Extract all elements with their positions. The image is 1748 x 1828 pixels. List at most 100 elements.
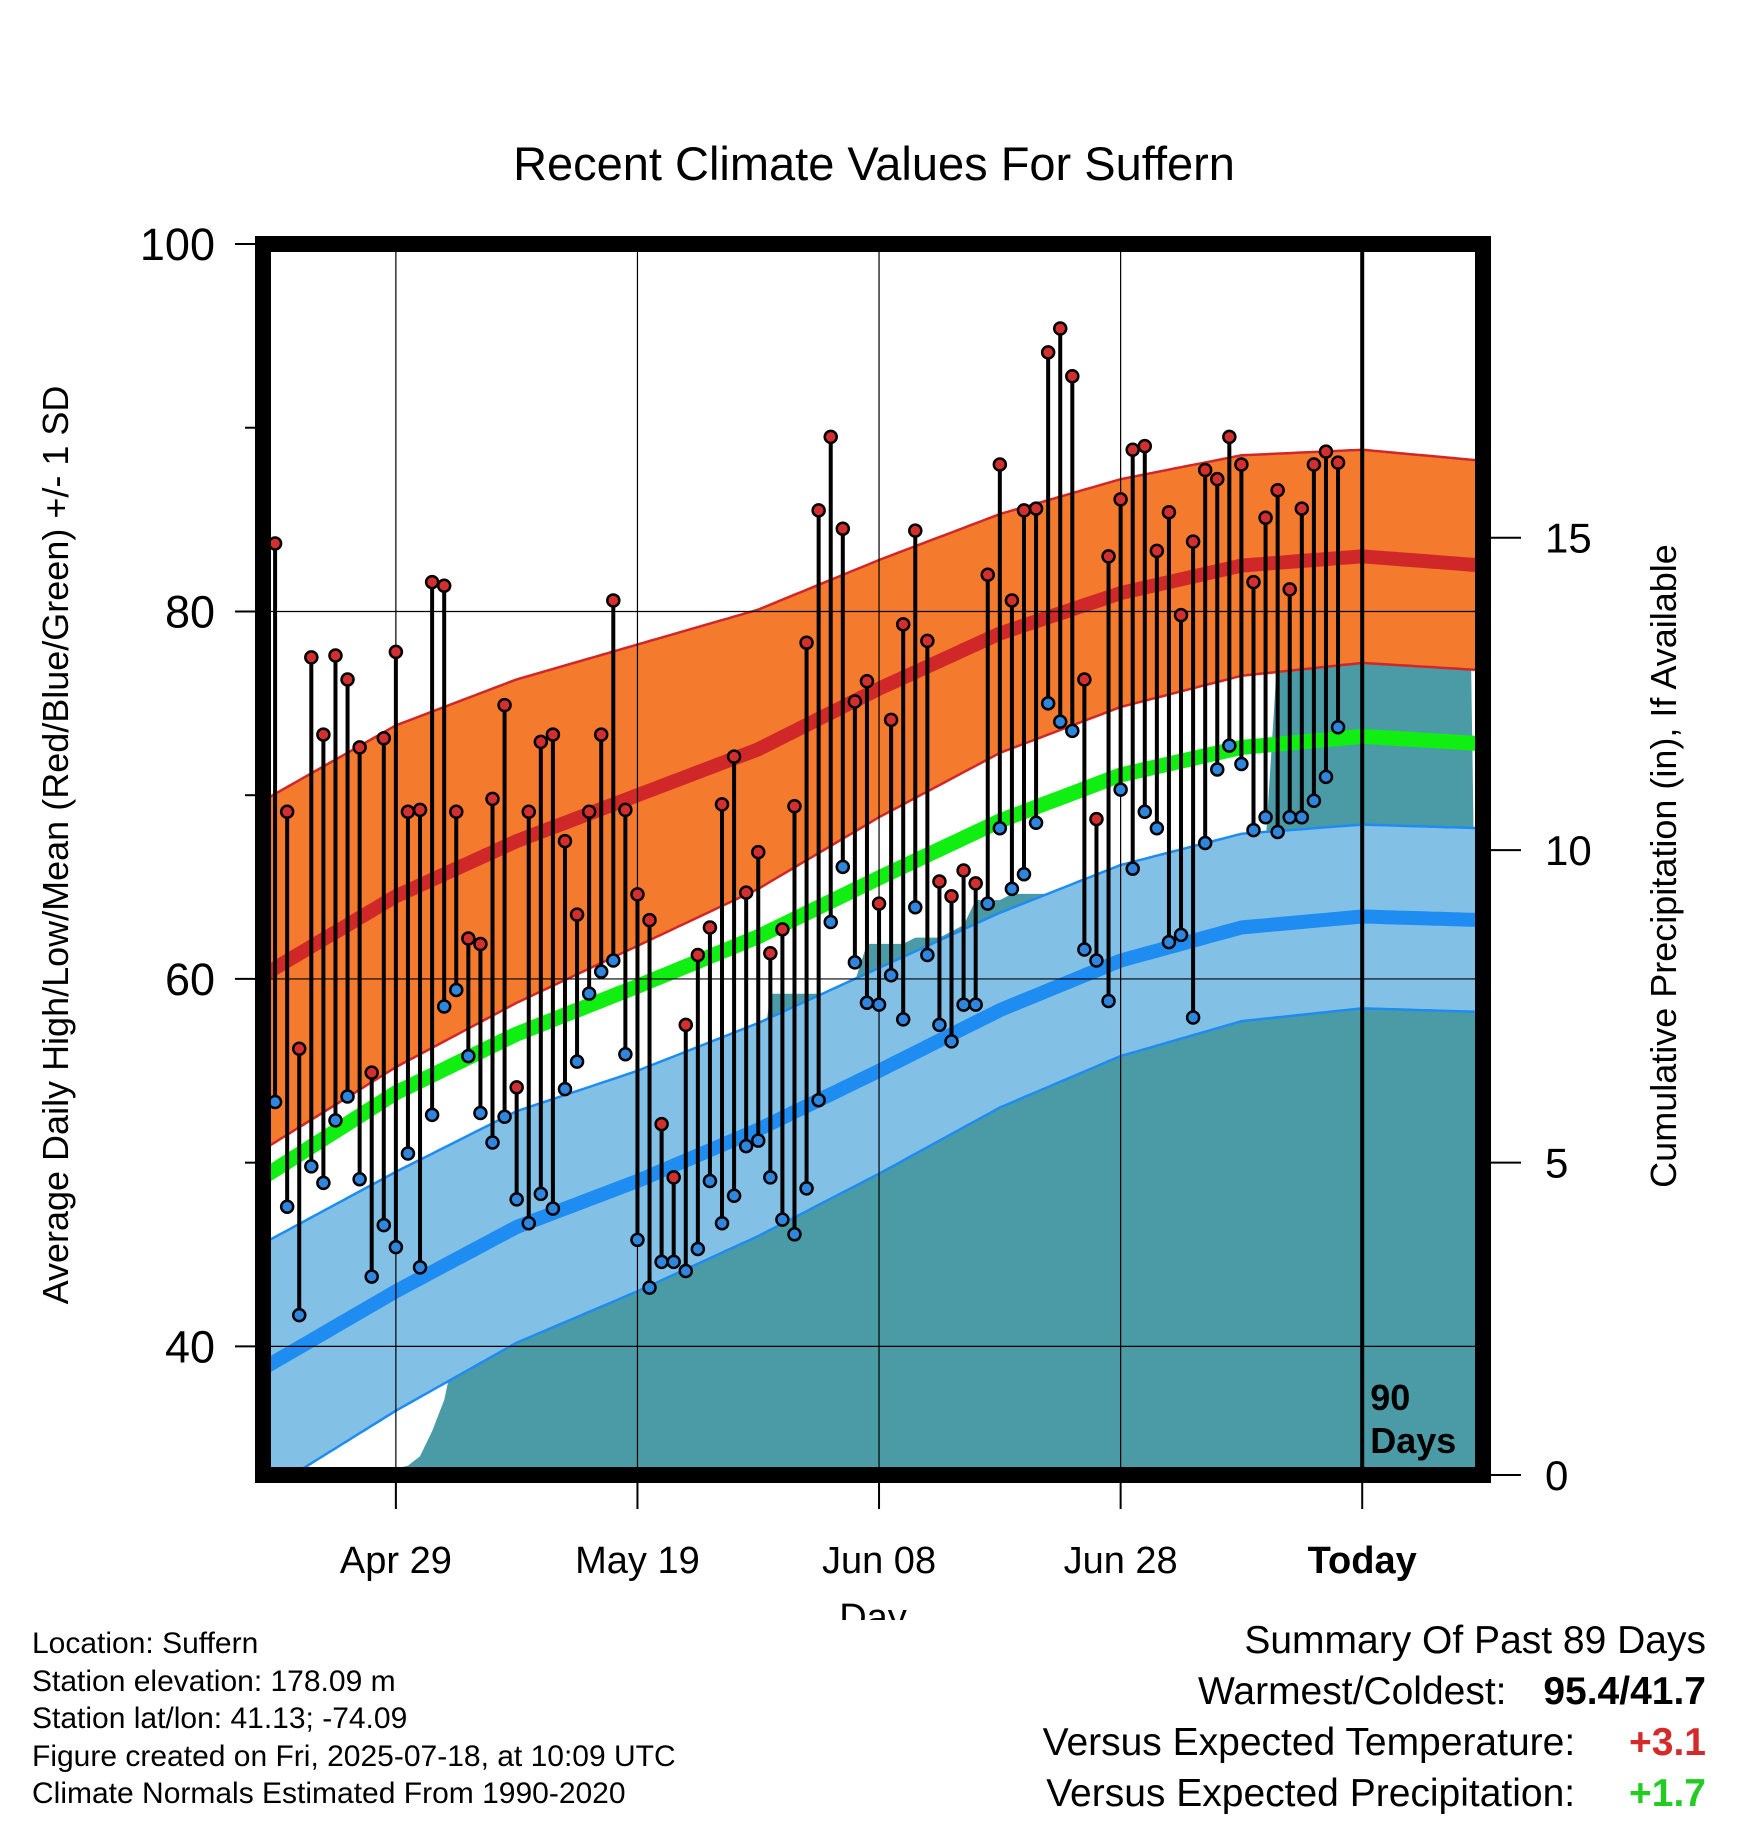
daily-low-point: [618, 1047, 633, 1062]
summary-warm-cold: Warmest/Coldest: 95.4/41.7: [1043, 1666, 1706, 1717]
daily-high-point: [847, 694, 863, 709]
daily-high-point: [521, 804, 536, 819]
daily-low-point: [1294, 809, 1310, 825]
daily-low-point: [811, 1092, 826, 1108]
daily-low-point: [1016, 866, 1032, 882]
daily-low-point: [654, 1254, 669, 1270]
daily-low-point: [702, 1173, 718, 1189]
high-sd-band: [263, 449, 1483, 1150]
y-tick-label: 100: [140, 219, 215, 270]
daily-low-point: [666, 1254, 681, 1270]
daily-low-point: [690, 1241, 706, 1257]
daily-high-point: [738, 885, 754, 900]
daily-low-point: [533, 1186, 549, 1202]
daily-high-point: [497, 697, 512, 713]
daily-low-point: [823, 914, 838, 930]
daily-high-point: [763, 945, 778, 961]
daily-high-point: [1270, 482, 1285, 498]
daily-low-point: [376, 1217, 392, 1233]
daily-low-point: [920, 947, 935, 963]
daily-high-point: [859, 674, 875, 689]
low-band-lower-edge: [290, 1007, 1483, 1475]
daily-low-point: [1161, 934, 1177, 950]
daily-high-point: [702, 920, 718, 935]
daily-high-point: [328, 648, 343, 663]
daily-low-point: [944, 1034, 959, 1049]
daily-low-point: [1113, 782, 1128, 797]
daily-high-point: [533, 734, 549, 750]
daily-high-point: [1089, 811, 1104, 827]
daily-high-point: [980, 567, 996, 582]
x-tick-label: Today: [1308, 1540, 1417, 1582]
daily-high-point: [1185, 534, 1201, 549]
daily-low-point: [1210, 762, 1225, 777]
summary-panel: Summary Of Past 89 Days Warmest/Coldest:…: [1043, 1615, 1706, 1819]
normal-high-line: [263, 549, 1483, 982]
daily-high-point: [581, 804, 597, 819]
chart-title: Recent Climate Values For Suffern: [513, 137, 1235, 190]
daily-low-point: [932, 1017, 947, 1033]
today-annotation-number: 90: [1370, 1377, 1410, 1418]
daily-low-point: [1040, 696, 1056, 711]
precip-tick-label: 15: [1545, 515, 1592, 562]
daily-high-point: [1113, 492, 1128, 507]
x-axis-label: Day: [839, 1597, 907, 1620]
y-tick-label: 80: [165, 586, 215, 637]
daily-high-point: [932, 874, 947, 889]
daily-high-point: [1318, 444, 1334, 459]
precip-label: Versus Expected Precipitation:: [1046, 1772, 1576, 1815]
daily-low-point: [497, 1109, 512, 1124]
precip-value: +1.7: [1629, 1772, 1706, 1815]
today-annotation-days: Days: [1370, 1420, 1456, 1461]
daily-high-point: [1330, 455, 1346, 470]
daily-low-point: [1101, 993, 1116, 1009]
daily-low-point: [835, 859, 851, 875]
daily-high-point: [726, 749, 742, 764]
daily-low-point: [1185, 1010, 1201, 1025]
normals-text: Climate Normals Estimated From 1990-2020: [32, 1777, 626, 1810]
daily-low-point: [738, 1138, 754, 1154]
daily-low-point: [799, 1181, 814, 1196]
daily-high-point: [944, 888, 959, 904]
daily-low-point: [279, 1199, 295, 1215]
daily-high-point: [1052, 321, 1068, 336]
temp-value: +3.1: [1629, 1721, 1706, 1764]
daily-high-point: [1101, 549, 1116, 564]
daily-high-point: [1077, 672, 1092, 687]
daily-high-point: [642, 912, 657, 928]
daily-low-point: [1052, 714, 1068, 729]
daily-low-point: [1149, 821, 1165, 836]
daily-high-point: [424, 574, 440, 590]
daily-low-point: [400, 1146, 416, 1161]
plot-frame: [255, 236, 1491, 1483]
daily-high-point: [920, 633, 935, 649]
normal-low-line: [263, 909, 1483, 1375]
daily-low-point: [304, 1159, 319, 1174]
daily-low-point: [340, 1089, 355, 1104]
daily-low-point: [316, 1175, 331, 1191]
station-info: Location: Suffern Station elevation: 178…: [32, 1625, 676, 1813]
daily-low-point: [630, 1232, 645, 1248]
daily-high-point: [883, 712, 899, 728]
daily-high-point: [1258, 510, 1273, 526]
warm-cold-label: Warmest/Coldest:: [1198, 1670, 1507, 1713]
high-band-upper-edge: [263, 448, 1483, 802]
daily-low-point: [992, 821, 1008, 836]
daily-low-point: [980, 896, 996, 911]
daily-low-point: [449, 982, 464, 998]
daily-low-point: [763, 1170, 778, 1185]
climate-chart: Recent Climate Values For Suffern 90Days…: [35, 137, 1684, 1620]
summary-heading: Summary Of Past 89 Days: [1244, 1619, 1706, 1662]
daily-low-point: [352, 1171, 367, 1187]
daily-low-point: [1077, 942, 1092, 957]
daily-low-point: [1270, 824, 1285, 840]
daily-high-point: [1137, 438, 1153, 454]
daily-high-point: [1282, 582, 1297, 597]
daily-high-point: [666, 1170, 681, 1185]
daily-high-point: [1149, 543, 1165, 559]
daily-high-point: [400, 804, 416, 819]
daily-high-point: [509, 1080, 524, 1095]
daily-high-point: [618, 802, 633, 818]
daily-high-point: [340, 672, 355, 687]
